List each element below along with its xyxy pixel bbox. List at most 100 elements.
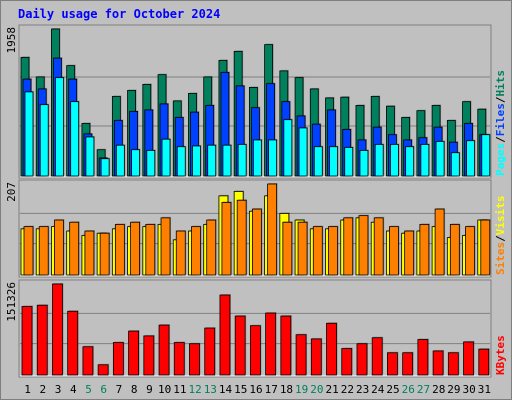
pages-bar-1 bbox=[24, 91, 34, 177]
pages-bar-5 bbox=[85, 136, 95, 177]
chart-title: Daily usage for October 2024 bbox=[18, 7, 221, 21]
panel-1-max-label: 1958 bbox=[5, 27, 18, 54]
x-tick-label-22: 22 bbox=[341, 383, 354, 396]
x-tick-label-29: 29 bbox=[447, 383, 460, 396]
pages-bar-29 bbox=[450, 152, 460, 177]
pages-bar-30 bbox=[466, 140, 475, 177]
legend-separator: / bbox=[494, 136, 507, 143]
sites-bar-11 bbox=[175, 230, 186, 276]
x-tick-label-21: 21 bbox=[326, 383, 339, 396]
x-tick-label-7: 7 bbox=[116, 383, 123, 396]
kbytes-bar-18 bbox=[280, 315, 292, 376]
kbytes-bar-24 bbox=[371, 337, 383, 376]
legend-visits: Visits bbox=[494, 196, 507, 236]
x-tick-label-20: 20 bbox=[310, 383, 323, 396]
x-tick-label-14: 14 bbox=[219, 383, 233, 396]
pages-bar-10 bbox=[161, 138, 171, 177]
kbytes-bar-25 bbox=[387, 352, 398, 376]
sites-bar-6 bbox=[99, 232, 110, 276]
sites-bar-5 bbox=[84, 230, 95, 276]
legend-separator: / bbox=[494, 96, 507, 103]
sites-bar-3 bbox=[54, 219, 64, 276]
kbytes-bar-29 bbox=[447, 352, 459, 376]
kbytes-bar-7 bbox=[112, 342, 124, 376]
legend-kbytes: KBytes bbox=[494, 335, 507, 375]
x-tick-label-17: 17 bbox=[265, 383, 278, 396]
kbytes-bar-19 bbox=[295, 334, 307, 376]
kbytes-bar-14 bbox=[219, 294, 231, 376]
x-tick-label-2: 2 bbox=[40, 383, 47, 396]
kbytes-bar-31 bbox=[478, 348, 490, 376]
kbytes-bar-10 bbox=[158, 324, 170, 376]
pages-bar-19 bbox=[298, 127, 308, 177]
pages-bar-8 bbox=[131, 149, 140, 177]
pages-bar-22 bbox=[344, 147, 354, 177]
x-tick-label-28: 28 bbox=[432, 383, 445, 396]
sites-bar-4 bbox=[69, 221, 80, 276]
kbytes-bar-17 bbox=[265, 312, 277, 376]
kbytes-bar-3 bbox=[52, 283, 63, 376]
kbytes-bar-22 bbox=[341, 348, 353, 376]
kbytes-bar-28 bbox=[432, 350, 444, 376]
x-tick-label-18: 18 bbox=[280, 383, 293, 396]
pages-bar-11 bbox=[176, 146, 186, 177]
kbytes-bar-6 bbox=[97, 364, 109, 376]
x-tick-label-31: 31 bbox=[478, 383, 491, 396]
pages-bar-27 bbox=[420, 144, 430, 177]
panel-1-legend: Pages/Files/Hits bbox=[494, 70, 507, 176]
x-tick-label-27: 27 bbox=[417, 383, 430, 396]
kbytes-bar-9 bbox=[143, 335, 155, 376]
sites-bar-24 bbox=[373, 217, 384, 276]
pages-bar-15 bbox=[237, 144, 247, 177]
kbytes-bar-15 bbox=[234, 315, 246, 376]
pages-bar-25 bbox=[390, 144, 399, 177]
pages-bar-6 bbox=[100, 158, 110, 177]
x-tick-label-25: 25 bbox=[386, 383, 399, 396]
sites-bar-14 bbox=[221, 202, 232, 276]
pages-bar-26 bbox=[405, 146, 415, 177]
kbytes-bar-23 bbox=[356, 343, 368, 376]
sites-bar-31 bbox=[480, 219, 491, 276]
sites-bar-30 bbox=[465, 226, 475, 276]
x-tick-label-24: 24 bbox=[371, 383, 385, 396]
kbytes-bar-12 bbox=[189, 343, 200, 376]
x-tick-label-30: 30 bbox=[463, 383, 476, 396]
sites-bar-20 bbox=[312, 226, 323, 276]
pages-bar-21 bbox=[329, 146, 338, 177]
legend-hits: Hits bbox=[494, 70, 507, 97]
x-tick-label-4: 4 bbox=[70, 383, 77, 396]
kbytes-bar-4 bbox=[67, 310, 79, 376]
panel-3-legend: KBytes bbox=[494, 335, 507, 375]
pages-bar-7 bbox=[115, 144, 125, 177]
x-tick-label-6: 6 bbox=[100, 383, 107, 396]
kbytes-bar-20 bbox=[310, 338, 322, 376]
pages-bar-4 bbox=[70, 101, 80, 177]
sites-bar-29 bbox=[449, 224, 460, 276]
sites-bar-19 bbox=[297, 221, 308, 276]
sites-bar-15 bbox=[236, 199, 247, 276]
kbytes-bar-30 bbox=[463, 341, 474, 376]
kbytes-bar-26 bbox=[402, 352, 414, 376]
x-tick-label-23: 23 bbox=[356, 383, 369, 396]
pages-bar-9 bbox=[146, 150, 156, 177]
x-tick-label-11: 11 bbox=[173, 383, 186, 396]
sites-bar-1 bbox=[23, 226, 34, 276]
sites-bar-26 bbox=[404, 230, 415, 276]
x-tick-label-8: 8 bbox=[131, 383, 138, 396]
sites-bar-13 bbox=[206, 219, 217, 276]
pages-bar-13 bbox=[207, 144, 217, 177]
pages-bar-3 bbox=[55, 77, 64, 177]
pages-bar-28 bbox=[435, 141, 445, 177]
panel-2-legend: Sites/Visits bbox=[494, 196, 507, 276]
pages-bar-16 bbox=[252, 139, 262, 177]
x-tick-label-13: 13 bbox=[204, 383, 217, 396]
sites-bar-16 bbox=[251, 208, 262, 276]
pages-bar-17 bbox=[268, 139, 278, 177]
pages-bar-24 bbox=[374, 144, 384, 177]
x-tick-label-15: 15 bbox=[234, 383, 247, 396]
sites-bar-27 bbox=[419, 224, 430, 276]
sites-bar-23 bbox=[358, 215, 369, 276]
kbytes-bar-5 bbox=[82, 346, 94, 376]
x-tick-label-9: 9 bbox=[146, 383, 153, 396]
legend-files: Files bbox=[494, 103, 507, 136]
